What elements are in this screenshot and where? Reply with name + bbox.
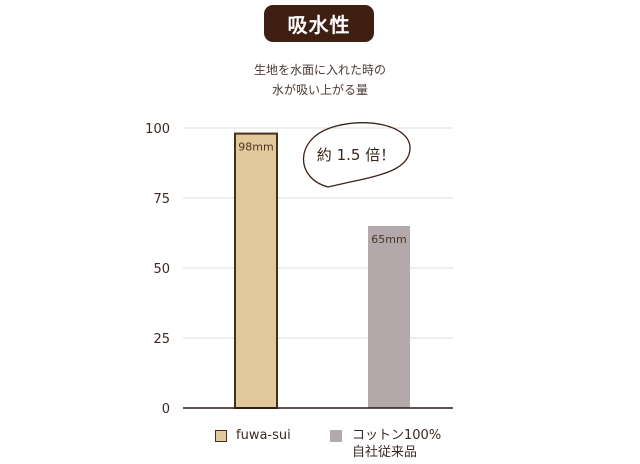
speech-bubble	[302, 122, 411, 188]
legend-swatch-cotton	[330, 430, 342, 442]
bar-1	[368, 226, 410, 408]
legend-label-cotton-line2: 自社従来品	[352, 445, 418, 460]
bar-data-label: 98mm	[238, 141, 273, 154]
annotation-text: 約 1.5 倍！	[317, 146, 395, 164]
legend-label-cotton: コットン100%	[352, 428, 442, 443]
bar-data-label: 65mm	[371, 233, 406, 246]
chart-title: 吸水性	[264, 5, 374, 42]
y-tick-label: 100	[145, 122, 170, 137]
bar-0	[234, 132, 278, 409]
y-tick-label: 25	[153, 332, 170, 347]
y-tick-label: 0	[162, 402, 170, 417]
legend-label-fuwa-sui: fuwa-sui	[236, 428, 291, 443]
legend-swatch-fuwa-sui	[215, 430, 227, 442]
y-tick-label: 75	[153, 192, 170, 207]
subtitle-line-1: 生地を水面に入れた時の	[253, 63, 386, 77]
subtitle-line-2: 水が吸い上がる量	[271, 83, 368, 97]
y-tick-label: 50	[153, 262, 170, 277]
